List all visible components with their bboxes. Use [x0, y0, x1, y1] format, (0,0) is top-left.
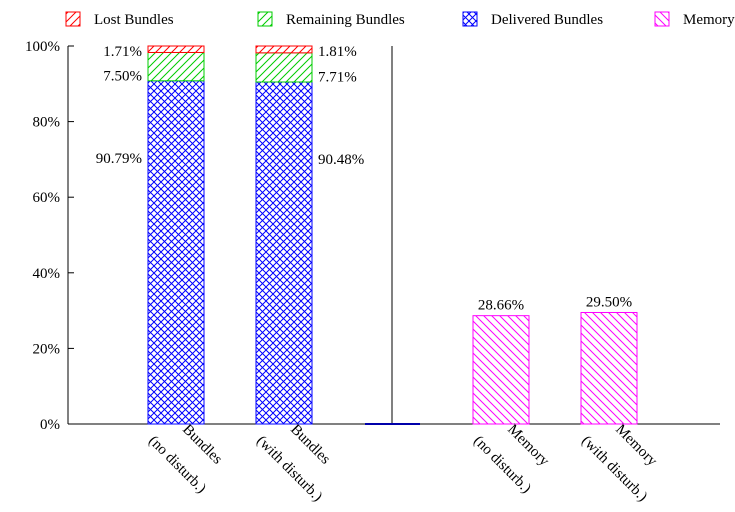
legend-swatch	[654, 11, 670, 27]
bar-segment	[147, 51, 205, 82]
bar-segment	[255, 52, 313, 83]
data-label: 29.50%	[586, 294, 632, 310]
x-tick-label-line: Bundles	[179, 422, 225, 468]
bars	[147, 45, 638, 425]
legend-label: Memory	[683, 12, 735, 28]
legend: Lost Bundles Remaining Bundles Delivered B…	[65, 11, 735, 28]
legend-label: Lost Bundles	[94, 12, 174, 28]
y-tick-label: 20%	[33, 341, 61, 357]
bar-segment	[255, 45, 313, 54]
bar-segment	[472, 315, 530, 425]
legend-swatch	[462, 11, 478, 27]
data-label: 7.50%	[103, 69, 142, 85]
data-label: 90.48%	[318, 152, 364, 168]
legend-item: Delivered Bundles	[462, 11, 603, 28]
legend-swatch	[65, 11, 81, 27]
x-tick-label-line: Bundles	[287, 422, 333, 468]
data-label: 1.71%	[103, 44, 142, 60]
y-tick-label: 40%	[33, 266, 61, 282]
legend-label: Delivered Bundles	[491, 12, 603, 28]
value-labels: 90.79% 7.50% 1.71% 90.48% 7.71% 1.81% 28.66% 29…	[96, 44, 632, 314]
data-label: 7.71%	[318, 69, 357, 85]
y-tick-label: 80%	[33, 115, 61, 131]
y-tick-label: 60%	[33, 190, 61, 206]
bar-segment	[147, 45, 205, 53]
bar-segment	[580, 311, 638, 425]
legend-label: Remaining Bundles	[286, 12, 405, 28]
bar-segment	[255, 81, 313, 425]
bar-segment	[147, 80, 205, 425]
data-label: 90.79%	[96, 151, 142, 167]
y-tick-label: 0%	[40, 417, 60, 433]
data-label: 28.66%	[478, 298, 524, 314]
data-label: 1.81%	[318, 44, 357, 60]
legend-item: Memory	[654, 11, 735, 28]
y-tick-label: 100%	[25, 39, 60, 55]
legend-item: Remaining Bundles	[257, 11, 405, 28]
legend-item: Lost Bundles	[65, 11, 174, 28]
legend-swatch	[257, 11, 273, 27]
